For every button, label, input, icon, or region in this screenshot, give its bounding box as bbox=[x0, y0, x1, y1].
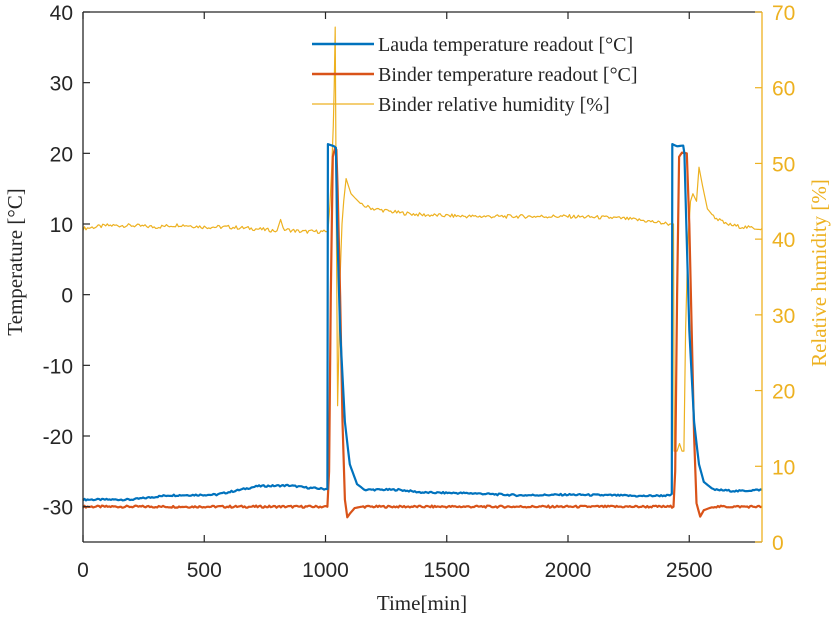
plot-area bbox=[82, 26, 763, 519]
legend-label-humidity: Binder relative humidity [%] bbox=[378, 94, 610, 116]
series-line-binder-temperature bbox=[82, 146, 763, 519]
x-tick-label: 1500 bbox=[423, 559, 470, 582]
y-axis-left-title: Temperature [°C] bbox=[3, 188, 27, 335]
legend-label-lauda: Lauda temperature readout [°C] bbox=[378, 34, 633, 56]
y-right-tick-label: 0 bbox=[772, 532, 784, 555]
y-right-tick-label: 50 bbox=[772, 153, 795, 176]
series-line-lauda-temperature bbox=[82, 143, 763, 502]
x-tick-label: 2000 bbox=[545, 559, 592, 582]
y-left-tick-label: 10 bbox=[50, 214, 73, 237]
axis-ticks: 0 500 1000 1500 2000 2500403020100-10-20-3070… bbox=[43, 2, 796, 582]
legend-label-binder-temp: Binder temperature readout [°C] bbox=[378, 64, 638, 86]
y-left-tick-label: -30 bbox=[43, 497, 73, 520]
y-right-tick-label: 20 bbox=[772, 381, 795, 404]
y-left-tick-label: 20 bbox=[50, 143, 73, 166]
x-axis-title: Time[min] bbox=[377, 591, 467, 615]
y-left-tick-label: -10 bbox=[43, 355, 73, 378]
y-right-tick-label: 10 bbox=[772, 456, 795, 479]
y-left-tick-label: -20 bbox=[43, 426, 73, 449]
x-tick-label: 500 bbox=[187, 559, 222, 582]
legend: Lauda temperature readout [°C] Binder te… bbox=[312, 34, 638, 116]
x-tick-label: 2500 bbox=[666, 559, 713, 582]
y-right-tick-label: 40 bbox=[772, 229, 795, 252]
x-tick-label: 0 bbox=[77, 559, 89, 582]
series-line-binder-humidity bbox=[82, 26, 763, 452]
y-left-tick-label: 0 bbox=[61, 285, 73, 308]
x-tick-label: 1000 bbox=[302, 559, 349, 582]
y-left-tick-label: 30 bbox=[50, 73, 73, 96]
y-right-tick-label: 30 bbox=[772, 305, 795, 328]
y-right-tick-label: 70 bbox=[772, 2, 795, 25]
y-right-tick-label: 60 bbox=[772, 78, 795, 101]
y-left-tick-label: 40 bbox=[50, 2, 73, 25]
y-axis-right-title: Relative humidity [%] bbox=[807, 179, 831, 367]
